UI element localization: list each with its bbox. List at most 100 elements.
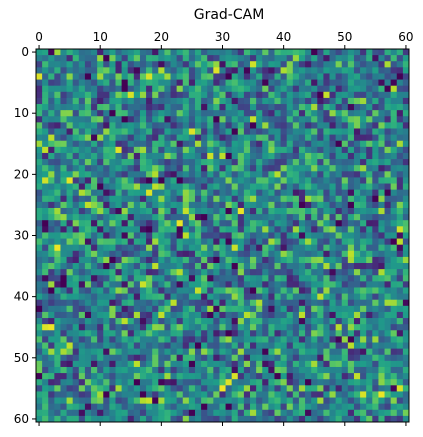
x-tick-label: 20 <box>154 30 169 44</box>
heatmap-cell <box>146 269 153 276</box>
heatmap-cell <box>139 104 147 111</box>
heatmap-cell <box>311 275 318 282</box>
heatmap-cell <box>78 171 86 178</box>
heatmap-cell <box>158 220 165 227</box>
heatmap-cell <box>237 177 245 184</box>
heatmap-cell <box>360 360 367 368</box>
heatmap-cell <box>133 146 141 154</box>
heatmap-cell <box>250 146 257 154</box>
heatmap-cell <box>402 214 410 221</box>
heatmap-cell <box>286 165 294 172</box>
heatmap-cell <box>225 55 233 62</box>
heatmap-cell <box>84 360 92 368</box>
heatmap-cell <box>133 360 141 368</box>
heatmap-cell <box>176 110 184 117</box>
heatmap-cell <box>103 293 110 301</box>
heatmap-cell <box>139 379 147 386</box>
heatmap-cell <box>103 171 110 178</box>
y-tick-label: 60 <box>14 412 29 426</box>
heatmap-cell <box>48 195 55 203</box>
heatmap-cell <box>390 207 398 215</box>
heatmap-cell <box>366 220 373 227</box>
heatmap-cell <box>42 403 49 411</box>
heatmap-cell <box>366 189 373 197</box>
heatmap-cell <box>194 403 202 411</box>
heatmap-cell <box>341 342 349 350</box>
heatmap-cell <box>353 201 361 209</box>
heatmap-cell <box>213 330 220 337</box>
heatmap-cell <box>121 85 129 93</box>
heatmap-cell <box>194 342 202 350</box>
heatmap-cell <box>347 354 355 362</box>
heatmap-cell <box>176 116 184 123</box>
heatmap-cell <box>372 373 379 380</box>
heatmap-cell <box>305 49 312 56</box>
heatmap-cell <box>194 373 202 380</box>
heatmap-cell <box>36 67 43 74</box>
heatmap-cell <box>237 85 245 93</box>
heatmap-cell <box>341 360 349 368</box>
heatmap-cell <box>341 324 349 331</box>
heatmap-cell <box>317 226 324 233</box>
heatmap-cell <box>170 67 178 74</box>
heatmap-cell <box>91 116 98 123</box>
heatmap-cell <box>48 73 55 80</box>
heatmap-cell <box>164 171 171 178</box>
heatmap-cell <box>146 275 153 282</box>
heatmap-cell <box>194 293 202 301</box>
heatmap-cell <box>103 220 110 227</box>
heatmap-cell <box>243 397 251 405</box>
heatmap-cell <box>323 373 330 380</box>
heatmap-cell <box>298 299 306 307</box>
heatmap-cell <box>341 195 349 203</box>
heatmap-cell <box>268 311 275 319</box>
heatmap-cell <box>103 104 110 111</box>
heatmap-cell <box>139 244 147 252</box>
heatmap-cell <box>176 214 184 221</box>
heatmap-cell <box>36 73 43 80</box>
heatmap-cell <box>97 263 104 270</box>
heatmap-cell <box>366 159 373 166</box>
heatmap-cell <box>384 403 392 411</box>
heatmap-cell <box>268 391 275 398</box>
heatmap-cell <box>164 91 171 99</box>
heatmap-cell <box>256 122 263 129</box>
heatmap-cell <box>72 91 80 99</box>
heatmap-cell <box>36 403 43 411</box>
heatmap-cell <box>378 177 385 184</box>
heatmap-cell <box>225 305 233 313</box>
heatmap-cell <box>268 146 275 154</box>
heatmap-cell <box>384 342 392 350</box>
heatmap-cell <box>164 220 171 227</box>
heatmap-cell <box>237 250 245 258</box>
heatmap-cell <box>360 146 367 154</box>
heatmap-cell <box>353 305 361 313</box>
heatmap-cell <box>280 104 288 111</box>
heatmap-cell <box>194 91 202 99</box>
heatmap-cell <box>103 318 110 325</box>
heatmap-cell <box>133 134 141 142</box>
heatmap-cell <box>396 97 404 105</box>
heatmap-cell <box>158 207 165 215</box>
heatmap-cell <box>292 238 300 246</box>
heatmap-cell <box>121 104 129 111</box>
heatmap-cell <box>311 373 318 380</box>
heatmap-cell <box>292 232 300 239</box>
heatmap-cell <box>286 354 294 362</box>
heatmap-cell <box>158 165 165 172</box>
heatmap-cell <box>139 373 147 380</box>
heatmap-cell <box>115 287 123 294</box>
heatmap-cell <box>292 201 300 209</box>
heatmap-cell <box>298 366 306 374</box>
heatmap-cell <box>256 287 263 294</box>
heatmap-cell <box>292 134 300 142</box>
heatmap-cell <box>262 385 269 392</box>
heatmap-cell <box>262 360 269 368</box>
heatmap-cell <box>170 97 178 105</box>
heatmap-cell <box>115 409 123 417</box>
heatmap-cell <box>237 391 245 398</box>
heatmap-cell <box>390 232 398 239</box>
heatmap-cell <box>127 140 135 148</box>
heatmap-cell <box>262 238 269 246</box>
heatmap-cell <box>127 97 135 105</box>
